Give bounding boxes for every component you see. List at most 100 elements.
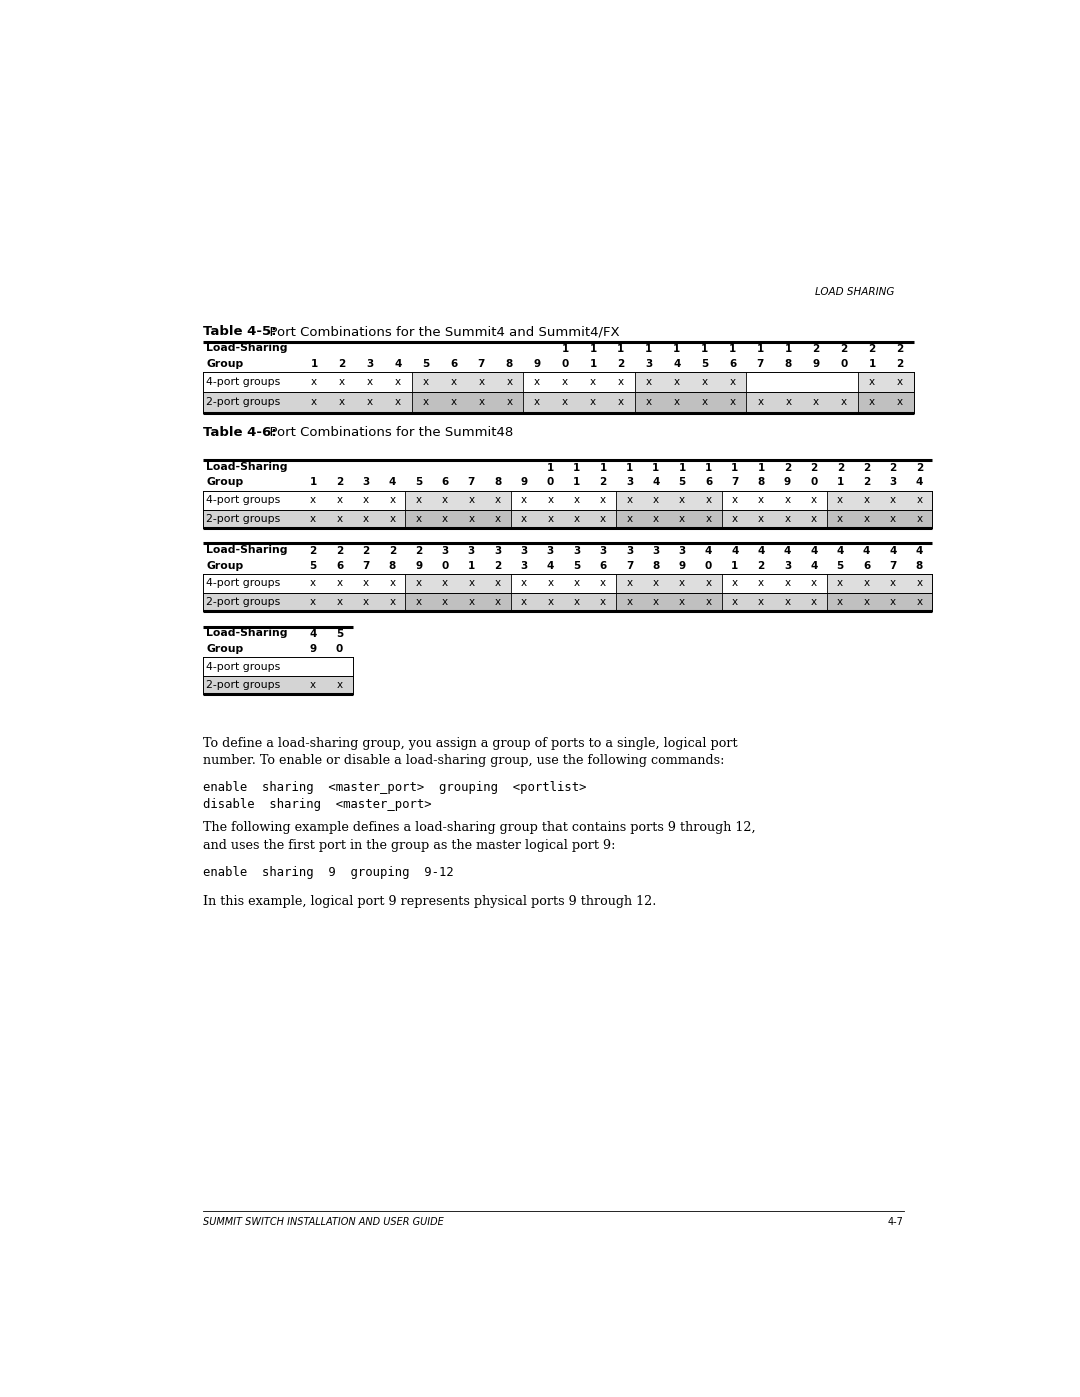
Text: x: x	[495, 597, 501, 606]
Text: 1: 1	[673, 344, 680, 355]
Text: 2-port groups: 2-port groups	[206, 597, 281, 606]
Text: 3: 3	[468, 546, 475, 556]
Text: 4: 4	[837, 546, 843, 556]
Text: x: x	[469, 514, 474, 524]
Text: 3: 3	[546, 546, 554, 556]
Bar	[859, 393, 886, 412]
Text: 0: 0	[705, 560, 712, 570]
Text: 9: 9	[784, 478, 792, 488]
Text: x: x	[442, 514, 448, 524]
Text: x: x	[495, 496, 501, 506]
Text: x: x	[811, 597, 816, 606]
Text: 3: 3	[678, 546, 686, 556]
Text: x: x	[890, 496, 896, 506]
Text: Table 4-5:: Table 4-5:	[203, 326, 276, 338]
Text: 2: 2	[863, 462, 870, 474]
Text: x: x	[890, 514, 896, 524]
Text: x: x	[679, 578, 685, 588]
Text: 7: 7	[731, 478, 739, 488]
Text: 6: 6	[599, 560, 607, 570]
Text: 7: 7	[625, 560, 633, 570]
Text: x: x	[785, 398, 792, 408]
Text: 1: 1	[868, 359, 876, 369]
Text: x: x	[495, 578, 501, 588]
Text: x: x	[864, 514, 869, 524]
Text: Group: Group	[206, 478, 244, 488]
Text: x: x	[729, 377, 735, 387]
Text: x: x	[758, 597, 765, 606]
Text: 2: 2	[863, 478, 870, 488]
Text: x: x	[864, 597, 869, 606]
Text: x: x	[705, 496, 712, 506]
Text: 1: 1	[701, 344, 708, 355]
Text: Port Combinations for the Summit48: Port Combinations for the Summit48	[261, 426, 514, 440]
Text: x: x	[311, 377, 318, 387]
Text: x: x	[705, 514, 712, 524]
Bar	[203, 373, 914, 393]
Text: x: x	[837, 496, 843, 506]
Text: 1: 1	[652, 462, 660, 474]
Text: x: x	[442, 496, 448, 506]
Text: x: x	[841, 398, 847, 408]
Text: 8: 8	[389, 560, 396, 570]
Text: 1: 1	[310, 359, 318, 369]
Bar	[886, 393, 914, 412]
Text: x: x	[469, 597, 474, 606]
Text: 4: 4	[394, 359, 402, 369]
Text: x: x	[732, 496, 738, 506]
Text: 2: 2	[336, 478, 343, 488]
Text: 2: 2	[810, 462, 818, 474]
Bar	[643, 574, 669, 592]
Text: x: x	[450, 377, 457, 387]
Text: x: x	[811, 578, 816, 588]
Text: x: x	[389, 578, 395, 588]
Text: 5: 5	[573, 560, 580, 570]
Text: 2: 2	[837, 462, 843, 474]
Text: 2: 2	[896, 344, 904, 355]
Text: x: x	[535, 377, 540, 387]
Text: 9: 9	[415, 560, 422, 570]
Text: x: x	[389, 514, 395, 524]
Text: x: x	[521, 597, 527, 606]
Bar	[880, 510, 906, 528]
Text: x: x	[702, 377, 707, 387]
Text: x: x	[521, 496, 527, 506]
Text: x: x	[674, 377, 679, 387]
Text: x: x	[916, 496, 922, 506]
Text: 3: 3	[889, 478, 896, 488]
Bar	[880, 490, 906, 510]
Text: 5: 5	[415, 478, 422, 488]
Bar	[432, 510, 458, 528]
Text: 1: 1	[729, 344, 737, 355]
Text: 6: 6	[705, 478, 712, 488]
Text: 4: 4	[546, 560, 554, 570]
Text: 5: 5	[701, 359, 708, 369]
Text: x: x	[469, 578, 474, 588]
Bar	[643, 490, 669, 510]
Text: 1: 1	[731, 462, 739, 474]
Bar	[853, 490, 880, 510]
Text: x: x	[811, 514, 816, 524]
Text: 2: 2	[415, 546, 422, 556]
Bar	[853, 510, 880, 528]
Text: 4: 4	[810, 546, 818, 556]
Text: 2-port groups: 2-port groups	[206, 398, 281, 408]
Text: x: x	[652, 578, 659, 588]
Bar	[635, 373, 663, 393]
Text: 4: 4	[705, 546, 712, 556]
Text: x: x	[869, 398, 875, 408]
Text: x: x	[363, 514, 369, 524]
Text: x: x	[337, 514, 342, 524]
Text: x: x	[363, 597, 369, 606]
Text: 4: 4	[731, 546, 739, 556]
Text: 2: 2	[812, 344, 820, 355]
Text: x: x	[864, 578, 869, 588]
Text: 1: 1	[731, 560, 739, 570]
Text: 2: 2	[362, 546, 369, 556]
Text: 2: 2	[494, 560, 501, 570]
Text: x: x	[758, 514, 765, 524]
Text: 2: 2	[599, 478, 607, 488]
Text: 8: 8	[916, 560, 923, 570]
Text: x: x	[521, 578, 527, 588]
Text: Group: Group	[206, 560, 244, 570]
